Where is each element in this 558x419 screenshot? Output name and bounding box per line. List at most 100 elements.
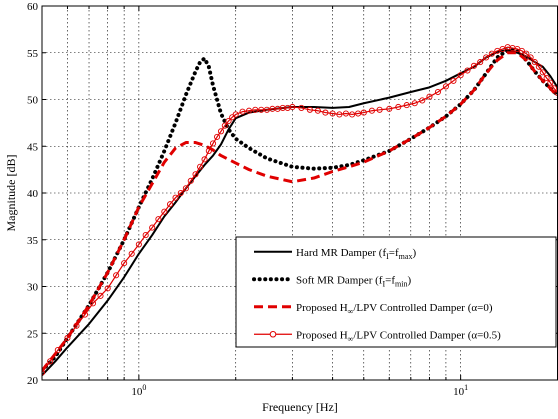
series-4-point	[172, 194, 179, 201]
series-4-point	[197, 163, 204, 170]
legend-label-3: Proposed H∞/LPV Controlled Damper (α=0)	[296, 302, 493, 316]
series-4-point	[535, 63, 542, 70]
series-4-point	[419, 97, 426, 104]
series-4-point	[258, 106, 265, 113]
series-line-2	[42, 47, 558, 373]
series-line-3	[42, 51, 558, 372]
y-tick-label: 20	[27, 375, 39, 387]
legend-label-1: Hard MR Damper (fI=fmax)	[296, 247, 416, 261]
series-4-point	[368, 107, 375, 114]
y-tick-label: 40	[27, 188, 39, 200]
series-layer	[42, 44, 558, 377]
series-4-point	[225, 117, 232, 125]
series-4-point	[322, 109, 329, 116]
x-tick-label: 100	[131, 383, 146, 398]
y-tick-label: 35	[27, 235, 39, 247]
x-tick-label: 101	[453, 383, 468, 398]
series-4-point	[182, 185, 189, 192]
y-tick-label: 50	[27, 95, 39, 107]
legend-label-4: Proposed H∞/LPV Controlled Damper (α=0.5…	[296, 329, 501, 343]
series-4-point	[47, 358, 54, 365]
series-4-point	[411, 100, 418, 107]
series-4-point	[64, 334, 71, 341]
y-tick-label: 45	[27, 141, 39, 153]
legend: Hard MR Damper (fI=fmax) Soft MR Damper (…	[235, 236, 557, 348]
series-4-point	[149, 224, 156, 231]
y-tick-label: 60	[27, 1, 39, 13]
series-4-point	[426, 93, 433, 100]
series-4-point	[457, 72, 464, 79]
series-4-point	[192, 171, 199, 178]
series-4-point	[289, 103, 296, 111]
series-4-point	[214, 133, 221, 140]
series-4-point	[113, 272, 120, 279]
y-tick-label: 30	[27, 282, 39, 294]
series-4-point	[547, 79, 554, 86]
legend-box	[235, 236, 557, 348]
series-4-point	[360, 109, 367, 116]
series-4-point	[252, 106, 259, 113]
y-tick-label: 25	[27, 328, 39, 340]
series-4-point	[336, 111, 343, 118]
series-4-point	[494, 47, 501, 54]
series-4-point	[550, 85, 558, 92]
series-4-point	[523, 50, 530, 57]
series-4-point	[54, 347, 61, 354]
series-4-point	[201, 156, 208, 163]
series-4-point	[488, 50, 495, 57]
series-4-point	[483, 54, 490, 61]
series-4-point	[477, 59, 484, 66]
x-axis-label: Frequency [Hz]	[262, 400, 338, 414]
series-4-point	[349, 111, 356, 118]
series-4-point	[499, 45, 506, 53]
series-4-point	[434, 88, 441, 96]
series-4-point	[531, 59, 538, 66]
series-4-point	[221, 122, 228, 129]
series-4-point	[187, 177, 194, 184]
series-4-point	[166, 201, 174, 208]
series-4-point	[527, 54, 534, 61]
series-4-point	[135, 241, 142, 248]
series-4-point	[97, 292, 104, 299]
series-4-point	[81, 311, 89, 318]
series-4-point	[376, 106, 383, 113]
series-4-point	[128, 250, 135, 257]
series-4-point	[342, 110, 349, 117]
series-4-point	[209, 140, 217, 147]
series-4-point	[395, 103, 402, 111]
series-4-point	[470, 62, 478, 69]
series-4-point	[177, 189, 184, 197]
series-4-point	[245, 107, 253, 114]
series-4-point	[450, 77, 457, 84]
series-4-point	[539, 69, 546, 76]
series-4-point	[355, 110, 362, 117]
ticks: 20 25 30 35 40 45 50 55 60 100 101	[27, 1, 558, 398]
y-tick-label: 55	[27, 48, 39, 60]
legend-label-2: Soft MR Damper (fI=fmin)	[296, 274, 411, 288]
series-4-point	[155, 216, 162, 223]
series-4-point	[298, 104, 305, 111]
series-4-point	[89, 300, 97, 307]
series-4-point	[232, 111, 239, 118]
series-4-point	[314, 107, 321, 114]
series-4-point	[239, 108, 246, 115]
series-line-4	[42, 46, 558, 373]
series-4-point	[104, 285, 111, 292]
series-4-point	[464, 67, 471, 74]
series-4-point	[306, 106, 313, 113]
y-axis-label: Magnitude [dB]	[4, 155, 18, 232]
series-4-point	[543, 74, 550, 82]
series-4-point	[161, 208, 168, 215]
series-4-point	[121, 260, 128, 267]
series-4-point	[442, 83, 449, 90]
series-4-point	[329, 110, 336, 117]
series-4-point	[205, 147, 212, 154]
series-4-point	[142, 232, 149, 239]
series-4-point	[518, 47, 525, 54]
series-4-point	[386, 105, 393, 112]
series-4-point	[73, 322, 80, 329]
series-4-point	[403, 102, 410, 109]
series-4-point	[217, 128, 225, 135]
legend-marker-4	[269, 330, 277, 338]
